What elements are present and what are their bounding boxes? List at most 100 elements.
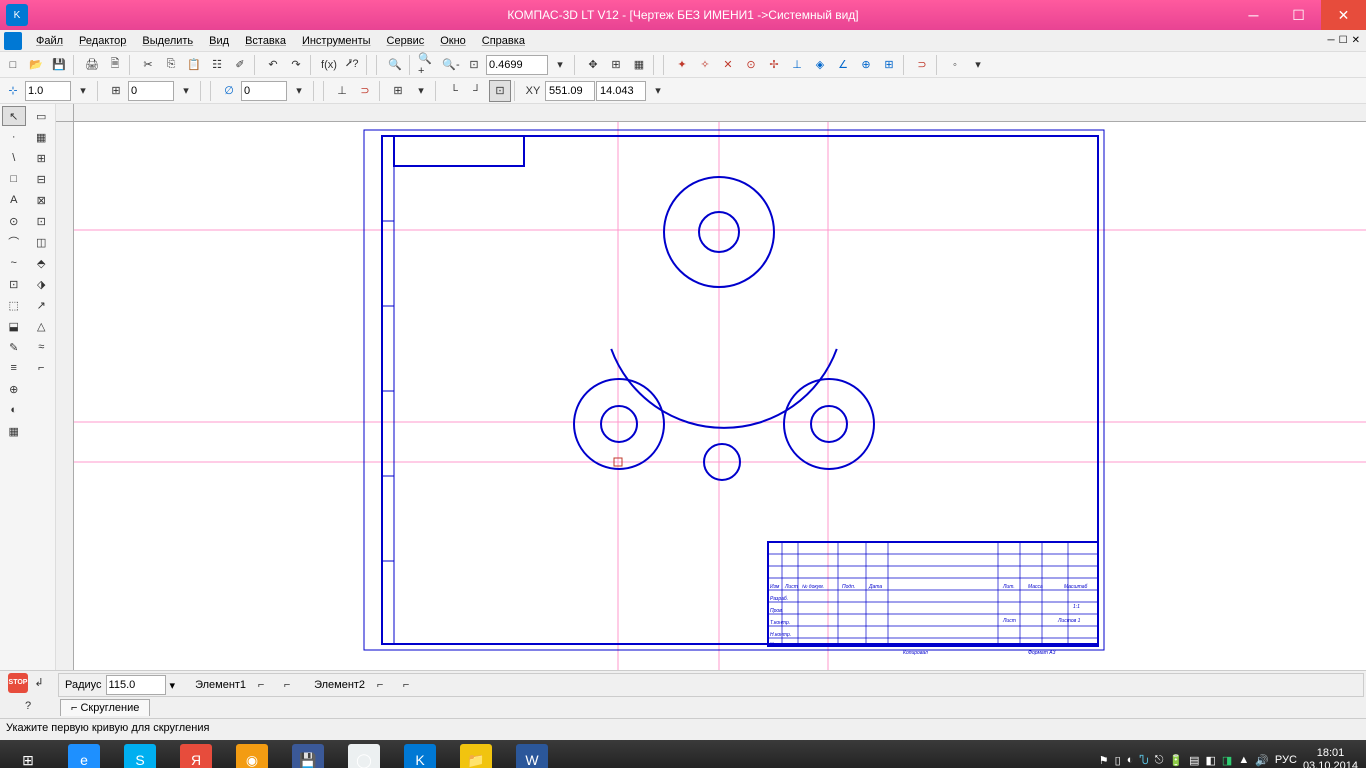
stop-button[interactable]: STOP bbox=[8, 673, 28, 693]
zoom-in-icon[interactable]: 🔍+ bbox=[417, 54, 439, 76]
preview-icon[interactable]: 🗎 bbox=[104, 54, 126, 76]
step-icon[interactable]: ⊹ bbox=[2, 80, 24, 102]
tool-1[interactable]: · bbox=[2, 127, 26, 147]
tray-icon[interactable]: ◨ bbox=[1222, 754, 1232, 767]
tray-icon[interactable]: 🔋 bbox=[1169, 754, 1183, 767]
tray-icon[interactable]: Ⴠ bbox=[1139, 754, 1148, 767]
redraw-icon[interactable]: ⊞ bbox=[605, 54, 627, 76]
tray-lang[interactable]: РУС bbox=[1275, 754, 1297, 766]
minimize-button[interactable]: ─ bbox=[1231, 0, 1276, 30]
layer-icon[interactable]: ⊞ bbox=[105, 80, 127, 102]
redo-icon[interactable]: ↷ bbox=[285, 54, 307, 76]
save-icon[interactable]: 💾 bbox=[48, 54, 70, 76]
undo-icon[interactable]: ↶ bbox=[262, 54, 284, 76]
tool-6[interactable]: ⌒ bbox=[2, 232, 26, 252]
tray-icon[interactable]: ▲ bbox=[1238, 754, 1249, 766]
tool-12[interactable]: ≡ bbox=[2, 358, 26, 378]
pan-icon[interactable]: ✥ bbox=[582, 54, 604, 76]
close-button[interactable]: ✕ bbox=[1321, 0, 1366, 30]
ortho-icon[interactable]: ⊥ bbox=[331, 80, 353, 102]
tool-0[interactable]: ↖ bbox=[2, 106, 26, 126]
ortho2-icon[interactable]: ┘ bbox=[466, 80, 488, 102]
menu-window[interactable]: Окно bbox=[432, 33, 474, 49]
step-input[interactable] bbox=[25, 81, 71, 101]
taskbar-chrome[interactable]: ◯ bbox=[336, 740, 392, 768]
snap-near-icon[interactable]: ◈ bbox=[809, 54, 831, 76]
mdi-min[interactable]: ─ bbox=[1328, 35, 1335, 46]
tray-icon[interactable]: ⚑ bbox=[1099, 754, 1109, 767]
tool2-10[interactable]: △ bbox=[29, 316, 53, 336]
tool2-8[interactable]: ⬗ bbox=[29, 274, 53, 294]
tray-icon[interactable]: ▤ bbox=[1189, 754, 1199, 767]
taskbar-explorer[interactable]: 📁 bbox=[448, 740, 504, 768]
magnet-icon[interactable]: ⊃ bbox=[911, 54, 933, 76]
grid-drop[interactable]: ▾ bbox=[410, 80, 432, 102]
tool-10[interactable]: ⬓ bbox=[2, 316, 26, 336]
tool-4[interactable]: A bbox=[2, 190, 26, 210]
lcs-icon[interactable]: └ bbox=[443, 80, 465, 102]
menu-tools[interactable]: Инструменты bbox=[294, 33, 379, 49]
snap-mid-icon[interactable]: ✧ bbox=[694, 54, 716, 76]
tool2-12[interactable]: ⌐ bbox=[29, 358, 53, 378]
snap-ang-icon[interactable]: ∠ bbox=[832, 54, 854, 76]
tool2-6[interactable]: ◫ bbox=[29, 232, 53, 252]
brush-icon[interactable]: ✐ bbox=[229, 54, 251, 76]
tray-volume-icon[interactable]: 🔊 bbox=[1255, 754, 1269, 767]
tab-fillet[interactable]: ⌐ Скругление bbox=[60, 699, 150, 716]
round-icon[interactable]: ⊡ bbox=[489, 80, 511, 102]
paste-icon[interactable]: 📋 bbox=[183, 54, 205, 76]
tool-5[interactable]: ⊙ bbox=[2, 211, 26, 231]
magnet2-icon[interactable]: ⊃ bbox=[354, 80, 376, 102]
taskbar-skype[interactable]: S bbox=[112, 740, 168, 768]
print-icon[interactable]: 🖨 bbox=[81, 54, 103, 76]
taskbar-kompas[interactable]: K bbox=[392, 740, 448, 768]
create-button[interactable]: ↲ bbox=[30, 674, 48, 692]
grid-icon[interactable]: ⊞ bbox=[387, 80, 409, 102]
mdi-close[interactable]: ✕ bbox=[1352, 35, 1360, 46]
tray-icon[interactable]: ◐ bbox=[1127, 754, 1134, 766]
coord-x[interactable] bbox=[545, 81, 595, 101]
props-icon[interactable]: ☷ bbox=[206, 54, 228, 76]
layer-input[interactable] bbox=[128, 81, 174, 101]
mdi-max[interactable]: ☐ bbox=[1339, 35, 1348, 46]
copy-icon[interactable]: ⎘ bbox=[160, 54, 182, 76]
snap-perp-icon[interactable]: ⊥ bbox=[786, 54, 808, 76]
fx-icon[interactable]: f(x) bbox=[318, 54, 340, 76]
tool-14[interactable]: ◐ bbox=[2, 400, 26, 420]
style-input[interactable] bbox=[241, 81, 287, 101]
style-drop[interactable]: ▾ bbox=[288, 80, 310, 102]
tool2-0[interactable]: ▭ bbox=[29, 106, 53, 126]
step-drop[interactable]: ▾ bbox=[72, 80, 94, 102]
tool2-4[interactable]: ⊠ bbox=[29, 190, 53, 210]
taskbar-start[interactable]: ⊞ bbox=[0, 740, 56, 768]
elem1-opt1[interactable]: ⌐ bbox=[250, 674, 272, 696]
taskbar-word[interactable]: W bbox=[504, 740, 560, 768]
zoom-combo[interactable] bbox=[486, 55, 548, 75]
cut-icon[interactable]: ✂ bbox=[137, 54, 159, 76]
elem2-opt1[interactable]: ⌐ bbox=[369, 674, 391, 696]
radius-drop[interactable]: ▾ bbox=[170, 679, 176, 692]
tool-7[interactable]: ~ bbox=[2, 253, 26, 273]
menu-view[interactable]: Вид bbox=[201, 33, 237, 49]
tool2-3[interactable]: ⊟ bbox=[29, 169, 53, 189]
maximize-button[interactable]: ☐ bbox=[1276, 0, 1321, 30]
zoom-out-icon[interactable]: 🔍- bbox=[440, 54, 462, 76]
snap-int-icon[interactable]: ✕ bbox=[717, 54, 739, 76]
tool2-7[interactable]: ⬘ bbox=[29, 253, 53, 273]
zoom-window-icon[interactable]: ⊡ bbox=[463, 54, 485, 76]
taskbar-aimp[interactable]: ◉ bbox=[224, 740, 280, 768]
tray-icon[interactable]: ▯ bbox=[1115, 754, 1121, 767]
menu-service[interactable]: Сервис bbox=[379, 33, 433, 49]
dropdown2-icon[interactable]: ▾ bbox=[967, 54, 989, 76]
coord-y[interactable] bbox=[596, 81, 646, 101]
tool-13[interactable]: ⊕ bbox=[2, 379, 26, 399]
xy-icon[interactable]: XY bbox=[522, 80, 544, 102]
zoom-fit-icon[interactable]: 🔍 bbox=[384, 54, 406, 76]
tool2-9[interactable]: ↗ bbox=[29, 295, 53, 315]
snap-pt-icon[interactable]: ⊕ bbox=[855, 54, 877, 76]
tool2-2[interactable]: ⊞ bbox=[29, 148, 53, 168]
snap-tan-icon[interactable]: ✢ bbox=[763, 54, 785, 76]
tool2-5[interactable]: ⊡ bbox=[29, 211, 53, 231]
tool-3[interactable]: □ bbox=[2, 169, 26, 189]
menu-help[interactable]: Справка bbox=[474, 33, 533, 49]
